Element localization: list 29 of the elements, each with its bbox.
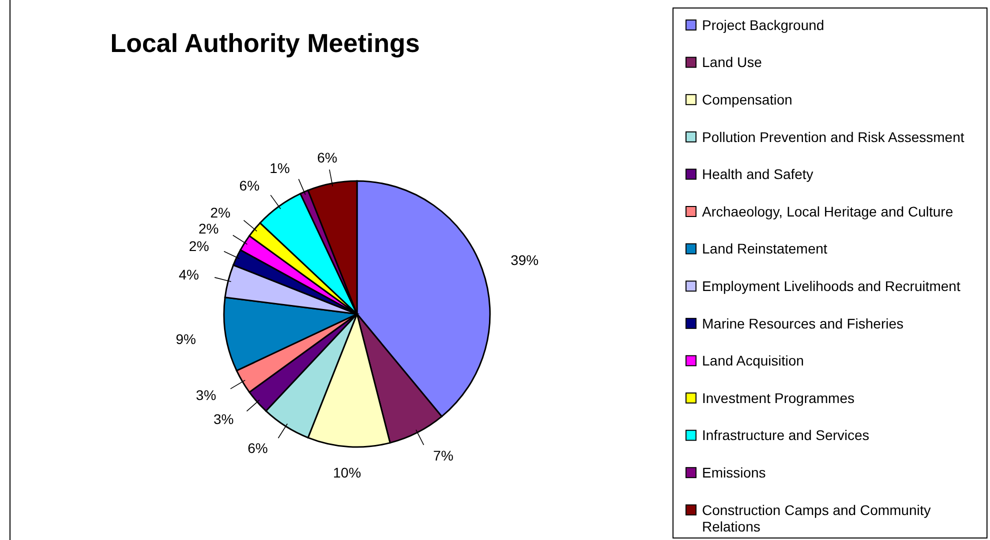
- data-label: 2%: [188, 238, 210, 254]
- data-label: 39%: [510, 252, 539, 268]
- data-label: 3%: [196, 386, 216, 403]
- legend-label: Project Background: [702, 16, 824, 33]
- legend-label: Land Reinstatement: [702, 240, 828, 257]
- data-label: 9%: [176, 330, 196, 347]
- data-label: 10%: [333, 464, 362, 481]
- legend-label: Investment Programmes: [702, 390, 854, 406]
- data-label: 6%: [317, 150, 338, 166]
- legend-label: Pollution Prevention and Risk Assessment: [702, 128, 964, 145]
- data-label: 1%: [270, 160, 290, 176]
- legend-label: Compensation: [702, 92, 792, 108]
- data-label: 3%: [214, 411, 234, 428]
- data-label: 6%: [239, 177, 260, 194]
- data-label: 7%: [433, 448, 454, 464]
- legend-label: Infrastructure and Services: [702, 427, 870, 444]
- legend-label: Land Use: [702, 54, 762, 70]
- legend-label: Health and Safety: [702, 166, 814, 182]
- data-label: 2%: [198, 220, 219, 237]
- legend-label: Emissions: [702, 464, 766, 480]
- data-label: 2%: [210, 204, 230, 221]
- legend-label: Land Acquisition: [702, 352, 804, 369]
- legend-label: Archaeology, Local Heritage and Culture: [702, 203, 954, 220]
- legend-label: Marine Resources and Fisheries: [702, 315, 904, 332]
- data-label: 4%: [178, 266, 199, 282]
- data-label: 6%: [248, 440, 268, 456]
- text: Local Authority Meetings: [110, 28, 420, 58]
- legend-label: Employment Livelihoods and Recruitment: [702, 278, 960, 294]
- legend-label: Construction Camps and Community Relations: [702, 502, 931, 535]
